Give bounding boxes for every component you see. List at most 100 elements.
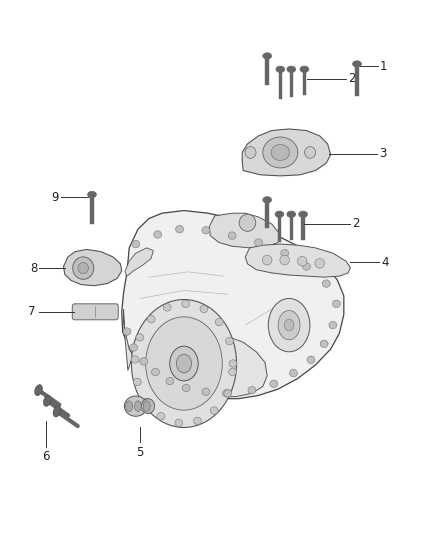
Ellipse shape	[239, 214, 256, 231]
Ellipse shape	[73, 257, 94, 279]
FancyBboxPatch shape	[72, 304, 118, 320]
Ellipse shape	[210, 407, 218, 414]
Ellipse shape	[263, 53, 272, 59]
Ellipse shape	[131, 356, 139, 363]
Ellipse shape	[152, 368, 159, 376]
Ellipse shape	[287, 66, 296, 72]
Ellipse shape	[143, 401, 150, 411]
Ellipse shape	[200, 305, 208, 313]
Ellipse shape	[304, 147, 315, 158]
Ellipse shape	[223, 390, 230, 397]
Ellipse shape	[133, 378, 141, 386]
Polygon shape	[242, 129, 331, 176]
Ellipse shape	[145, 317, 222, 410]
Bar	[290, 69, 293, 97]
Ellipse shape	[141, 399, 155, 414]
Ellipse shape	[262, 255, 272, 265]
Polygon shape	[125, 248, 153, 276]
Ellipse shape	[245, 147, 256, 158]
Ellipse shape	[322, 280, 330, 287]
Bar	[265, 56, 269, 85]
Ellipse shape	[263, 137, 298, 168]
Text: 4: 4	[381, 256, 389, 269]
Ellipse shape	[136, 334, 144, 341]
Text: 9: 9	[52, 191, 59, 204]
Ellipse shape	[123, 328, 131, 335]
Ellipse shape	[166, 377, 174, 385]
Ellipse shape	[300, 66, 309, 72]
Ellipse shape	[142, 398, 150, 406]
Ellipse shape	[254, 239, 262, 246]
Ellipse shape	[290, 369, 297, 377]
Ellipse shape	[170, 346, 198, 381]
Ellipse shape	[228, 232, 236, 239]
Bar	[355, 64, 359, 96]
Ellipse shape	[175, 419, 183, 426]
Ellipse shape	[224, 390, 232, 397]
Ellipse shape	[297, 256, 307, 266]
Ellipse shape	[299, 211, 307, 217]
Bar	[301, 214, 305, 240]
Ellipse shape	[132, 240, 140, 248]
Ellipse shape	[271, 144, 290, 160]
Ellipse shape	[248, 386, 256, 394]
Ellipse shape	[202, 388, 210, 395]
Ellipse shape	[307, 356, 315, 364]
Ellipse shape	[182, 300, 190, 308]
Bar	[265, 200, 269, 228]
Ellipse shape	[353, 61, 361, 67]
Text: 6: 6	[42, 450, 50, 463]
Ellipse shape	[88, 191, 96, 198]
Ellipse shape	[275, 211, 284, 217]
Ellipse shape	[182, 384, 190, 392]
Ellipse shape	[154, 231, 162, 238]
Ellipse shape	[147, 316, 155, 323]
Bar	[278, 214, 281, 242]
Polygon shape	[245, 244, 350, 277]
Text: 1: 1	[380, 60, 387, 72]
Ellipse shape	[194, 417, 201, 425]
Ellipse shape	[130, 344, 138, 351]
Ellipse shape	[229, 360, 237, 367]
Ellipse shape	[263, 197, 272, 203]
Text: 5: 5	[137, 446, 144, 459]
Bar	[279, 69, 282, 99]
Ellipse shape	[131, 300, 237, 427]
Text: 2: 2	[353, 217, 360, 230]
Polygon shape	[124, 309, 267, 397]
Polygon shape	[209, 213, 280, 248]
Bar	[290, 214, 293, 240]
Ellipse shape	[281, 249, 289, 257]
Ellipse shape	[176, 225, 184, 233]
Text: 2: 2	[348, 72, 356, 85]
Ellipse shape	[176, 354, 191, 373]
Ellipse shape	[202, 227, 210, 234]
Ellipse shape	[268, 298, 310, 352]
Ellipse shape	[163, 304, 171, 311]
Ellipse shape	[226, 337, 233, 345]
Ellipse shape	[35, 385, 42, 395]
Ellipse shape	[215, 318, 223, 326]
Bar	[90, 195, 94, 224]
Ellipse shape	[140, 358, 148, 365]
Bar	[303, 69, 306, 95]
Ellipse shape	[126, 401, 133, 411]
Ellipse shape	[78, 263, 88, 274]
Text: 7: 7	[28, 305, 36, 318]
Ellipse shape	[276, 66, 285, 72]
Text: 8: 8	[30, 262, 37, 274]
Ellipse shape	[229, 368, 237, 376]
Ellipse shape	[53, 406, 61, 417]
Polygon shape	[64, 249, 122, 286]
Ellipse shape	[284, 319, 294, 331]
Ellipse shape	[287, 211, 296, 217]
Text: 3: 3	[379, 147, 386, 160]
Ellipse shape	[280, 255, 290, 265]
Ellipse shape	[303, 263, 311, 270]
Ellipse shape	[320, 340, 328, 348]
Polygon shape	[122, 211, 344, 399]
Ellipse shape	[124, 396, 147, 416]
Ellipse shape	[270, 380, 278, 387]
Ellipse shape	[329, 321, 337, 329]
Ellipse shape	[332, 300, 340, 308]
